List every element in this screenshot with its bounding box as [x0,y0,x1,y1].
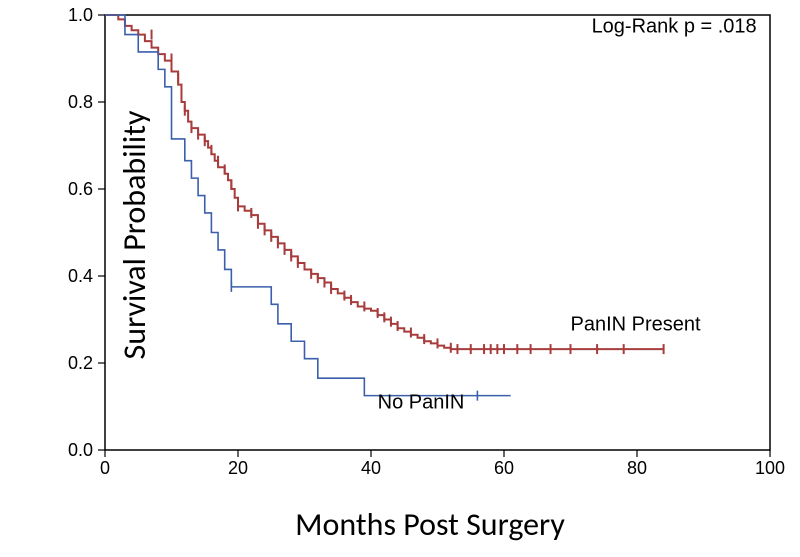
y-tick-label: 0.6 [68,179,93,199]
x-tick-label: 80 [627,458,647,478]
logrank-annotation: Log-Rank p = .018 [592,15,757,37]
plot-frame [105,15,770,450]
x-tick-label: 100 [755,458,785,478]
x-tick-label: 20 [228,458,248,478]
series-label: No PanIN [378,392,465,414]
km-curve-no-panin [105,15,511,396]
km-chart: Survival Probability Months Post Surgery… [0,0,800,557]
series-label: PanIN Present [571,313,702,335]
y-tick-label: 0.4 [68,266,93,286]
y-tick-label: 0.8 [68,92,93,112]
x-tick-label: 0 [100,458,110,478]
x-tick-label: 60 [494,458,514,478]
chart-svg: 0 20 40 60 80 100 0.0 0.2 0.4 0.6 0.8 1.0 PanIN Pres… [0,0,800,557]
y-tick-label: 0.2 [68,353,93,373]
y-tick-label: 0.0 [68,440,93,460]
x-tick-label: 40 [361,458,381,478]
km-curve-panin-present [105,15,664,349]
y-tick-label: 1.0 [68,5,93,25]
